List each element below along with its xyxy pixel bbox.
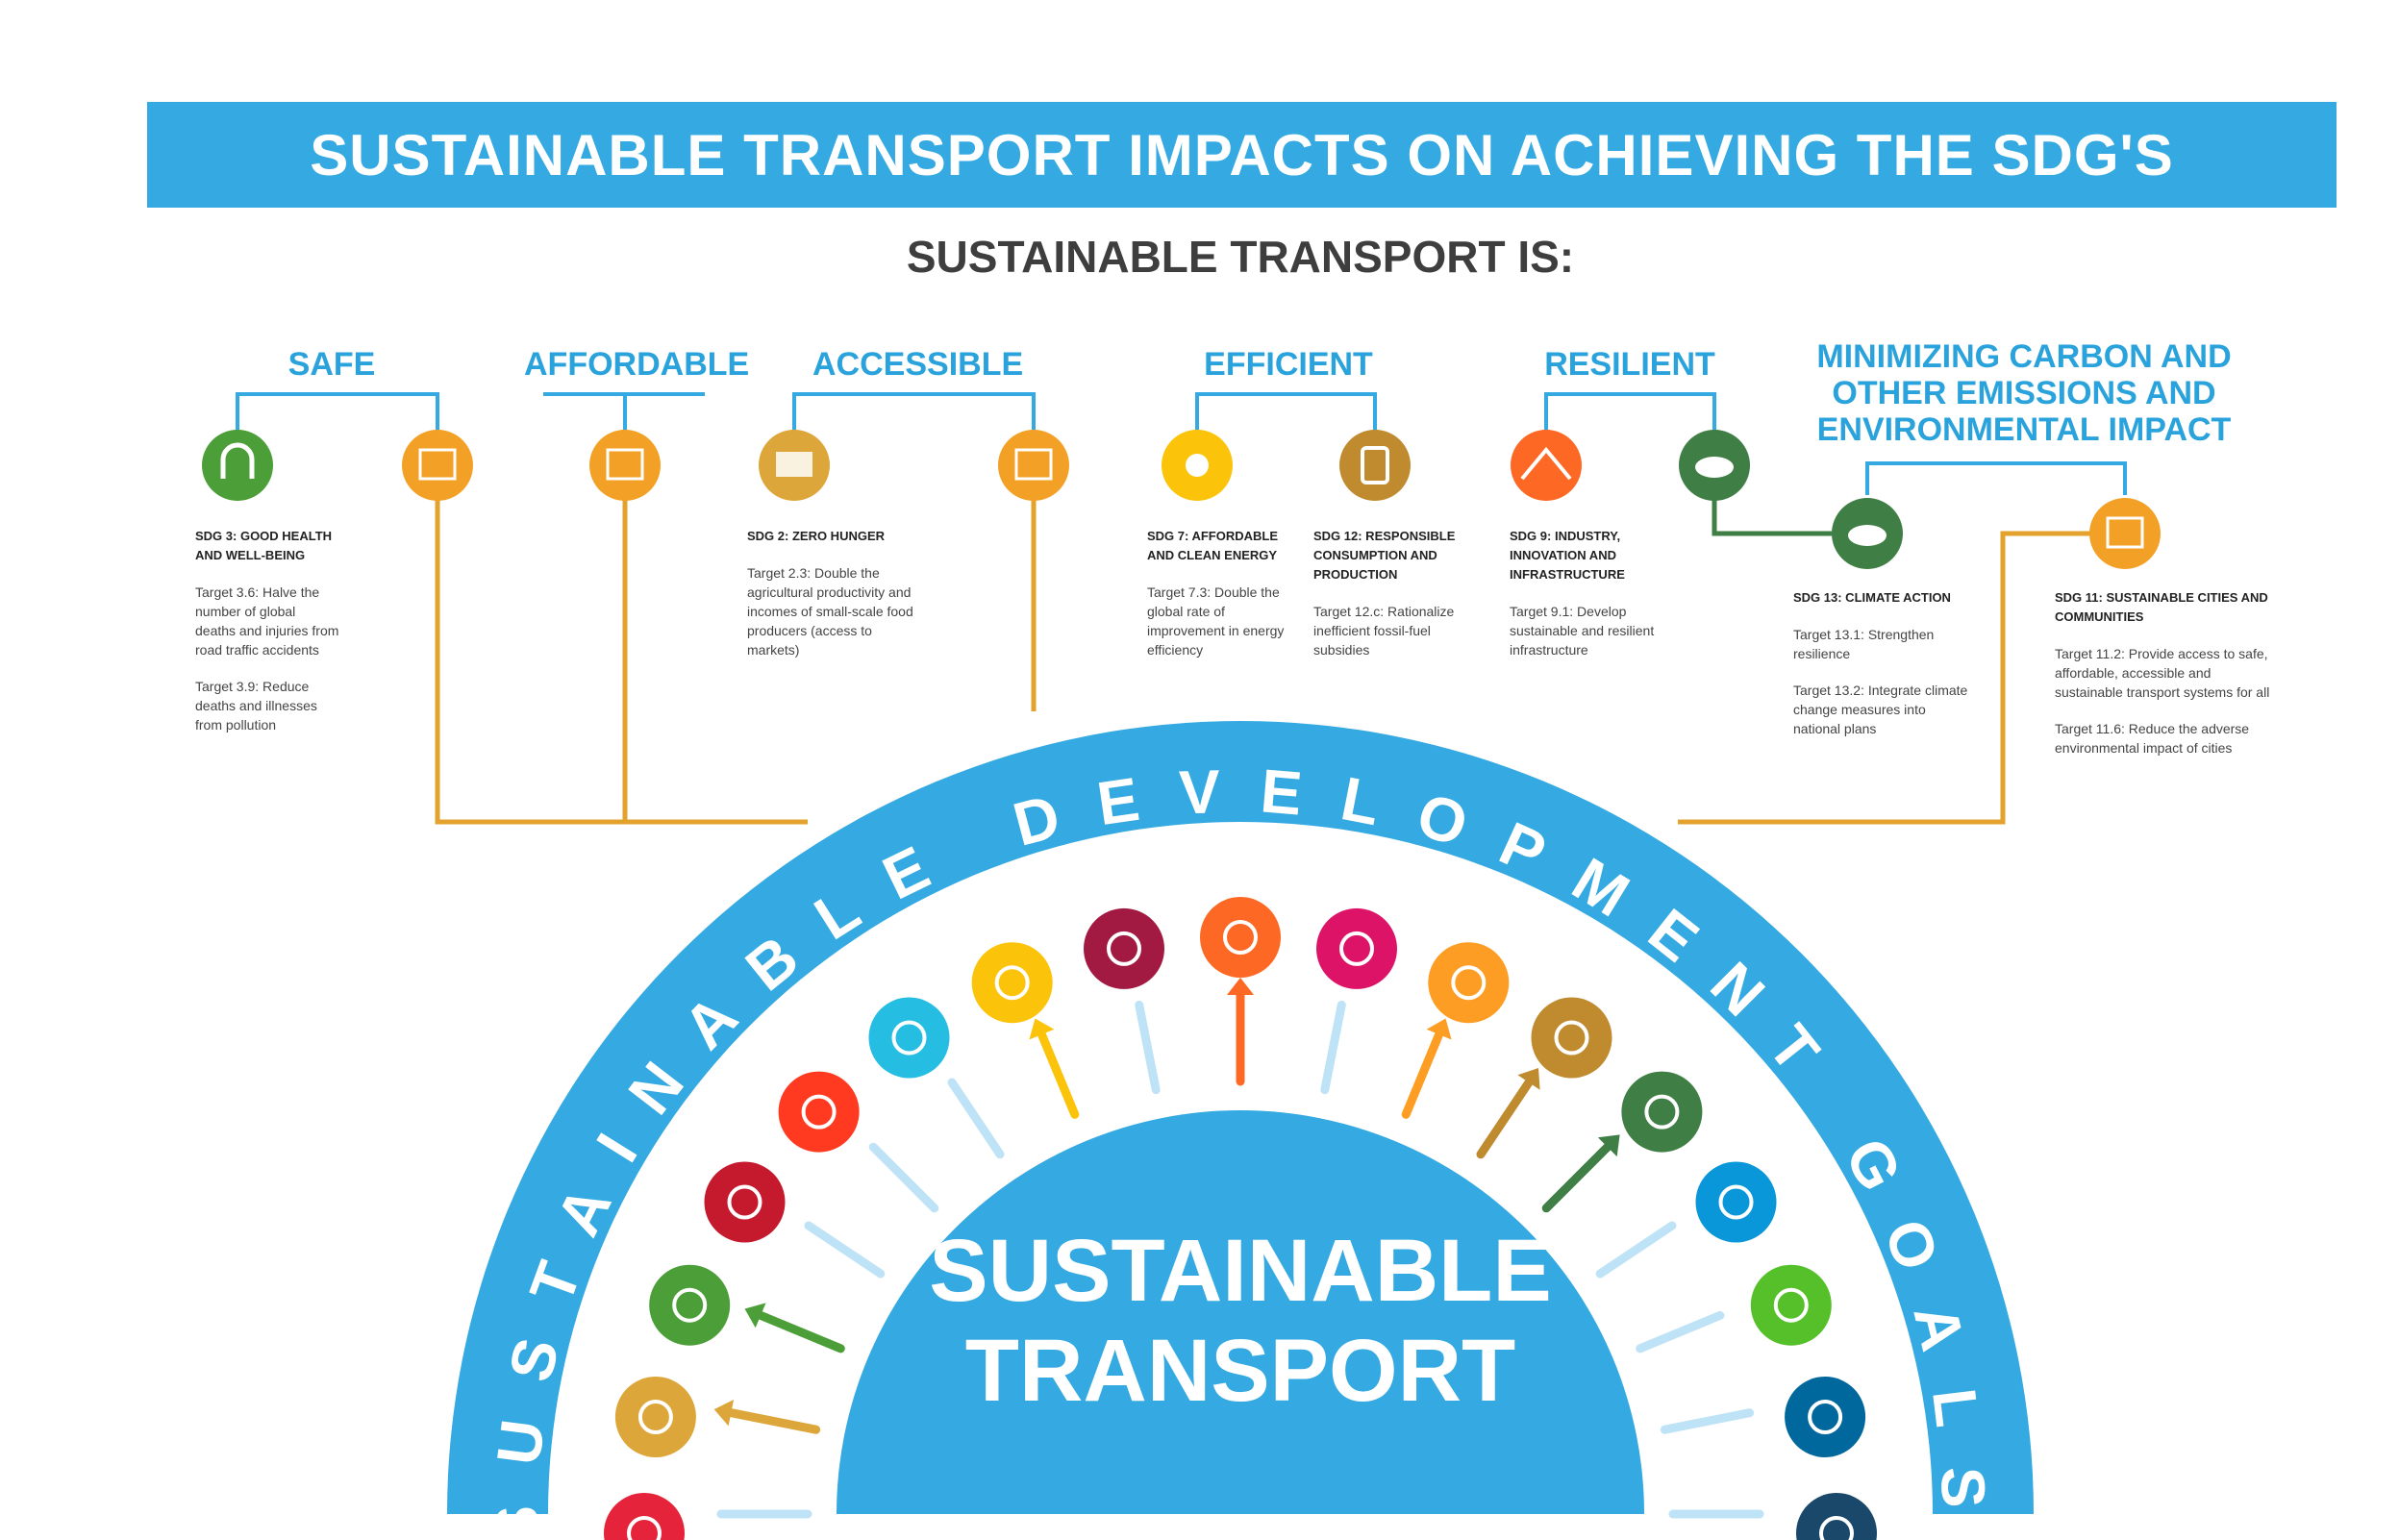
sdg-13-note: SDG 13: CLIMATE ACTION Target 13.1: Stre…	[1793, 590, 1968, 736]
page-title: SUSTAINABLE TRANSPORT IMPACTS ON ACHIEVI…	[310, 122, 2174, 187]
ray-line	[1135, 1000, 1161, 1095]
ray-line	[1660, 1408, 1755, 1434]
sdg-12-note: SDG 12: RESPONSIBLE CONSUMPTION AND PROD…	[1313, 529, 1456, 658]
connector-green	[1712, 500, 1832, 536]
ray-line	[947, 1078, 1005, 1159]
impact-arrowhead	[1597, 1134, 1620, 1157]
zero-hunger-icon	[614, 1377, 696, 1457]
impact-arrow	[1476, 1078, 1534, 1159]
bracket-efficient	[1195, 392, 1377, 433]
gender-equality-icon	[778, 1071, 860, 1153]
attribute-accessible: ACCESSIBLE	[812, 346, 1024, 383]
clean-water-icon	[868, 997, 950, 1079]
life-below-water-icon	[1695, 1161, 1777, 1243]
quality-education-icon	[704, 1161, 786, 1243]
good-health-small-icon	[202, 430, 273, 501]
ray-line	[868, 1142, 939, 1213]
impact-arrow	[1401, 1030, 1444, 1119]
attribute-affordable: AFFORDABLE	[524, 346, 750, 383]
impact-arrowhead	[1029, 1018, 1055, 1040]
impact-arrowhead	[1227, 978, 1254, 995]
impact-arrow	[1541, 1142, 1612, 1213]
impact-arrowhead	[1426, 1018, 1452, 1040]
impact-arrow	[726, 1408, 821, 1434]
ray-line	[1320, 1000, 1346, 1095]
attribute-safe: SAFE	[287, 346, 376, 383]
center-title: SUSTAINABLE TRANSPORT	[0, 1221, 2399, 1421]
sdg-3-note: SDG 3: GOOD HEALTH AND WELL-BEING Target…	[195, 529, 339, 733]
partnerships-icon	[1796, 1493, 1877, 1540]
subtitle: SUSTAINABLE TRANSPORT IS:	[906, 232, 1575, 282]
sustainable-cities-small-icon-4	[2089, 498, 2161, 569]
attribute-efficient: EFFICIENT	[1204, 346, 1373, 383]
industry-innovation-icon	[1200, 897, 1281, 978]
sustainable-cities-small-icon-3	[998, 430, 1069, 501]
ray-line	[804, 1221, 886, 1279]
sdg-9-note: SDG 9: INDUSTRY, INNOVATION AND INFRASTR…	[1510, 529, 1655, 658]
life-on-land-icon	[1750, 1264, 1832, 1346]
good-health-icon	[649, 1264, 731, 1346]
ray-line	[1636, 1310, 1725, 1354]
ray-ring	[713, 978, 1764, 1519]
ray-line	[1595, 1221, 1677, 1279]
bracket-lines	[236, 392, 2127, 495]
climate-action-small-icon-2	[1832, 498, 1903, 569]
climate-action-small-icon-1	[1679, 430, 1750, 501]
impact-arrow	[756, 1310, 845, 1354]
no-poverty-icon	[604, 1493, 685, 1540]
clean-energy-small-icon	[1162, 430, 1233, 501]
title-banner: SUSTAINABLE TRANSPORT IMPACTS ON ACHIEVI…	[147, 102, 2337, 208]
sdg-arch: SUSTAINABLE DEVELOPMENT GOALS	[447, 721, 2034, 1540]
bracket-safe	[236, 392, 439, 433]
center-title-line2: TRANSPORT	[964, 1322, 1516, 1420]
center-title-line1: SUSTAINABLE	[929, 1222, 1552, 1320]
impact-arrowhead	[1517, 1068, 1540, 1090]
peace-justice-icon	[1785, 1377, 1866, 1457]
sustainable-cities-icon	[1428, 942, 1510, 1024]
attribute-icons	[202, 430, 2161, 569]
arch-center	[837, 1110, 1644, 1514]
sdg-11-note: SDG 11: SUSTAINABLE CITIES AND COMMUNITI…	[2055, 590, 2270, 756]
attribute-minimizing-carbon: MINIMIZING CARBON AND OTHER EMISSIONS AN…	[1816, 338, 2232, 448]
connector-orange	[435, 500, 2096, 825]
goal-icon-ring	[604, 897, 1877, 1540]
decent-work-icon	[1084, 907, 1164, 989]
sustainable-cities-small-icon-1	[402, 430, 473, 501]
sdg-7-note: SDG 7: AFFORDABLE AND CLEAN ENERGY Targe…	[1147, 529, 1285, 658]
zero-hunger-small-icon	[759, 430, 830, 501]
industry-small-icon	[1511, 430, 1582, 501]
responsible-consumption-icon	[1531, 997, 1612, 1079]
bracket-accessible	[792, 392, 1036, 433]
impact-arrowhead	[713, 1399, 735, 1427]
bracket-affordable	[543, 392, 705, 433]
attribute-resilient: RESILIENT	[1544, 346, 1715, 383]
bracket-resilient	[1544, 392, 1716, 433]
responsible-consumption-small-icon	[1339, 430, 1411, 501]
sustainable-cities-small-icon-2	[589, 430, 661, 501]
impact-arrow	[1037, 1030, 1080, 1119]
climate-action-icon	[1621, 1071, 1703, 1153]
sdg-2-note: SDG 2: ZERO HUNGER Target 2.3: Double th…	[747, 529, 913, 658]
clean-energy-icon	[971, 942, 1053, 1024]
impact-arrowhead	[744, 1303, 766, 1329]
bracket-minimizing	[1865, 461, 2127, 495]
reduced-inequalities-icon	[1316, 907, 1397, 989]
